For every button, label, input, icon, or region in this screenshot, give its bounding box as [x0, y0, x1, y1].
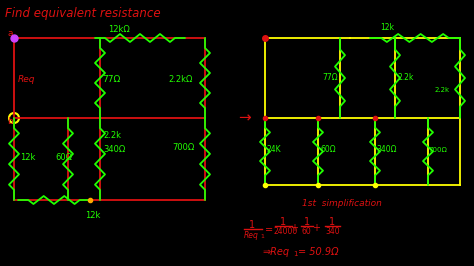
Text: 24K: 24K	[267, 146, 282, 155]
Text: 1: 1	[329, 217, 335, 227]
Text: Find equivalent resistance: Find equivalent resistance	[5, 7, 161, 20]
Text: a: a	[7, 28, 13, 38]
Text: = 50.9Ω: = 50.9Ω	[298, 247, 338, 257]
Text: 12k: 12k	[380, 23, 394, 32]
Text: →: →	[238, 110, 251, 126]
Text: 12kΩ: 12kΩ	[108, 26, 130, 35]
Text: Req: Req	[244, 231, 259, 239]
Text: =: =	[265, 225, 273, 235]
Text: 77Ω: 77Ω	[102, 76, 120, 85]
Text: +: +	[312, 223, 320, 233]
Text: 1: 1	[293, 251, 298, 257]
Text: 340: 340	[325, 227, 340, 236]
Text: 60Ω: 60Ω	[55, 153, 72, 163]
Text: 60: 60	[302, 227, 312, 236]
Text: 2.2k: 2.2k	[435, 87, 450, 93]
Text: 1: 1	[249, 220, 255, 230]
Text: 1st  simplification: 1st simplification	[302, 198, 382, 207]
Text: b: b	[7, 118, 13, 127]
Text: 340Ω: 340Ω	[103, 146, 125, 155]
Text: 1: 1	[304, 217, 310, 227]
Text: 1: 1	[280, 217, 286, 227]
Text: ⇒Req: ⇒Req	[262, 247, 289, 257]
Text: 60Ω: 60Ω	[321, 146, 337, 155]
Text: 12k: 12k	[85, 210, 100, 219]
Text: 2.2k: 2.2k	[398, 73, 414, 82]
Text: 340Ω: 340Ω	[376, 146, 396, 155]
Text: 12k: 12k	[20, 153, 36, 163]
Text: 700Ω: 700Ω	[428, 147, 447, 153]
Text: 24000: 24000	[274, 227, 298, 236]
Text: 2.2k: 2.2k	[103, 131, 121, 139]
Text: +: +	[290, 223, 298, 233]
Text: 2.2kΩ: 2.2kΩ	[168, 76, 192, 85]
Text: Req: Req	[18, 76, 36, 85]
Text: 700Ω: 700Ω	[172, 143, 194, 152]
Text: 77Ω: 77Ω	[322, 73, 337, 82]
Text: 1: 1	[260, 235, 264, 239]
